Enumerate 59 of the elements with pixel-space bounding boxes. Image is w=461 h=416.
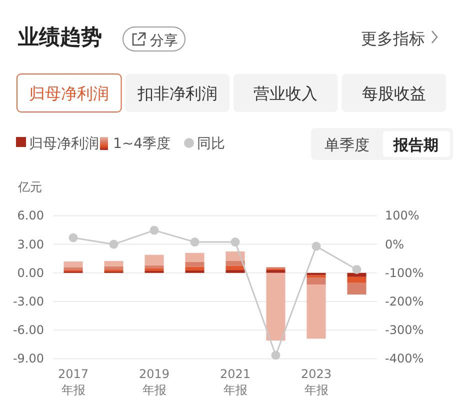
legend-label: 归母净利润 (29, 136, 99, 152)
text: 分享 (150, 33, 178, 49)
y2-tick-label: -300% (385, 323, 424, 338)
text: 更多指标 (361, 29, 425, 48)
bar (64, 267, 83, 270)
bar (226, 270, 245, 273)
point (271, 350, 280, 360)
point (352, 264, 362, 274)
bar (266, 272, 286, 341)
bar (185, 266, 204, 271)
y2-tick-label: -100% (385, 266, 424, 280)
legend-label: 1~4季度 (113, 136, 171, 152)
bar (306, 278, 326, 285)
text: 报告期 (392, 136, 438, 154)
text: 营业收入 (254, 84, 318, 103)
bar (266, 270, 286, 273)
legend-label: 同比 (197, 136, 225, 152)
y-tick-label: -9.00 (12, 352, 44, 366)
y2-tick-label: -200% (385, 294, 424, 308)
bar (104, 260, 124, 266)
y2-tick-label: 100% (385, 208, 420, 223)
x-tick-label: 2019 年报 (138, 367, 170, 397)
point (68, 233, 78, 242)
bar (226, 266, 245, 270)
chart-title: 业绩趋势 (17, 25, 102, 49)
bar (347, 282, 366, 295)
text: 归母净利润 (29, 84, 110, 103)
bar (64, 261, 83, 268)
point (150, 226, 159, 235)
bar (185, 262, 204, 267)
y-axis-title: 亿元 (17, 180, 42, 194)
point (190, 238, 200, 247)
text: 每股收益 (362, 84, 426, 103)
x-tick-label: 2017 年报 (58, 367, 89, 397)
bar (226, 251, 245, 261)
bar (306, 284, 326, 339)
x-tick-label: 2021 年报 (220, 367, 251, 397)
text: 单季度 (324, 136, 370, 154)
bar (144, 268, 164, 271)
bar (306, 275, 326, 278)
point (312, 242, 321, 251)
bar (347, 276, 366, 283)
bar (226, 260, 245, 266)
y-tick-label: 6.00 (17, 208, 44, 223)
bar (104, 266, 124, 270)
bar (185, 252, 204, 262)
bar (144, 254, 164, 266)
bar (347, 272, 366, 277)
x-tick-label: 2023 年报 (300, 367, 332, 397)
y-tick-label: 0.00 (17, 266, 44, 280)
bar (306, 272, 326, 276)
point (109, 240, 118, 249)
y2-tick-label: 0% (385, 237, 404, 252)
y-tick-label: -6.00 (12, 323, 44, 338)
y2-tick-label: -400% (385, 352, 424, 366)
y-tick-label: 3.00 (17, 237, 44, 252)
text: 扣非净利润 (136, 84, 218, 103)
y-tick-label: -3.00 (12, 294, 44, 308)
point (230, 238, 240, 247)
